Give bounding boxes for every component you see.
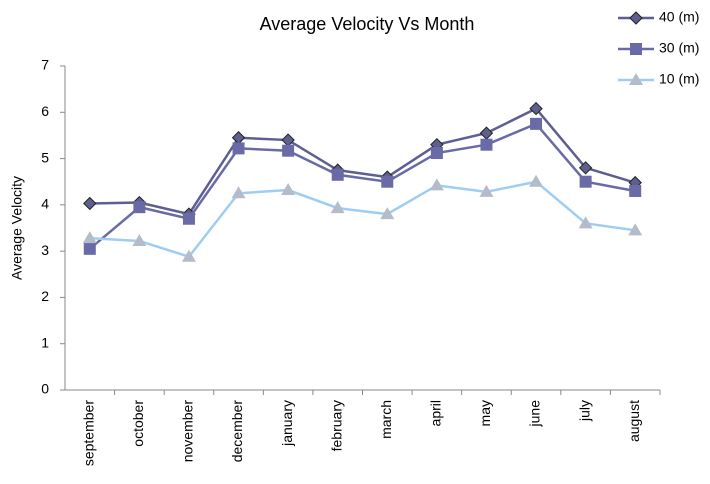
point — [530, 117, 543, 130]
x-tick-label: september — [80, 400, 96, 466]
point — [282, 144, 295, 157]
point — [133, 201, 146, 214]
x-tick-label: february — [328, 400, 344, 451]
point — [83, 242, 96, 255]
x-tick-label: june — [527, 400, 543, 428]
point — [330, 201, 345, 214]
point — [429, 178, 444, 191]
legend-marker — [630, 43, 642, 55]
y-tick-label: 7 — [41, 57, 49, 73]
point — [629, 184, 642, 197]
point — [331, 168, 344, 181]
point — [479, 184, 494, 197]
legend-label: 40 (m) — [659, 9, 699, 25]
x-tick-label: november — [180, 400, 196, 463]
x-tick-label: may — [477, 400, 493, 426]
y-axis-label: Average Velocity — [9, 176, 25, 280]
x-tick-label: august — [626, 400, 642, 442]
point — [281, 133, 295, 147]
y-tick-label: 5 — [41, 149, 49, 165]
legend-label: 10 (m) — [659, 71, 699, 87]
y-tick-label: 2 — [41, 288, 49, 304]
x-tick-label: january — [279, 400, 295, 447]
point — [182, 212, 195, 225]
series-line — [88, 122, 636, 250]
point — [529, 101, 543, 116]
series-line — [89, 107, 636, 216]
chart-title: Average Velocity Vs Month — [260, 14, 475, 34]
y-tick-label: 4 — [41, 196, 49, 212]
point — [381, 175, 394, 188]
point — [380, 207, 395, 220]
x-tick-label: december — [229, 400, 245, 463]
point — [578, 161, 593, 175]
point — [281, 183, 296, 196]
y-tick-label: 0 — [41, 381, 49, 397]
series-line — [89, 180, 636, 259]
point — [529, 174, 544, 187]
point — [132, 233, 147, 246]
point — [628, 223, 643, 236]
point — [82, 231, 97, 244]
point — [578, 216, 593, 229]
point — [83, 196, 97, 211]
point — [430, 147, 443, 160]
y-tick-label: 3 — [41, 242, 49, 258]
legend-label: 30 (m) — [659, 40, 699, 56]
y-tick-label: 1 — [41, 334, 49, 350]
point — [231, 186, 246, 199]
point — [480, 138, 493, 151]
x-tick-label: october — [130, 400, 146, 447]
x-tick-label: march — [378, 400, 394, 439]
y-tick-label: 6 — [41, 103, 49, 119]
point — [479, 126, 494, 140]
point — [181, 249, 196, 262]
legend-marker — [629, 11, 643, 25]
point — [579, 175, 592, 188]
legend-marker — [629, 73, 643, 85]
point — [232, 142, 245, 155]
x-tick-label: april — [428, 400, 444, 426]
x-tick-label: july — [576, 400, 592, 422]
